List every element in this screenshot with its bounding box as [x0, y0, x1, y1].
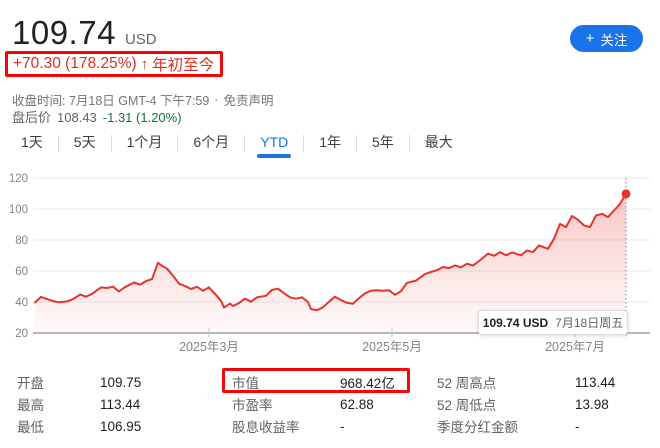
stat-value: 13.98 — [575, 396, 609, 412]
plus-icon: + — [585, 30, 595, 47]
tab-最大[interactable]: 最大 — [424, 133, 453, 150]
stat-label: 季度分红金额 — [437, 420, 518, 435]
y-tick-label: 20 — [15, 328, 28, 340]
chart-price-line — [34, 192, 627, 312]
period-tabs: 1天 5天 1个月 6个月 YTD 1年 5年 最大 — [6, 130, 468, 158]
stats-column-price: 开盘 109.75 最高 113.44 最低 106.95 — [17, 371, 141, 437]
tab-1天[interactable]: 1天 — [21, 133, 43, 150]
after-hours-price: 108.43 — [57, 110, 97, 125]
stat-value: 113.44 — [100, 396, 141, 412]
stats-column-52week: 52 周高点 113.44 52 周低点 13.98 季度分红金额 - — [437, 371, 615, 437]
chart-area-fill — [35, 193, 626, 333]
dot-separator: · — [214, 92, 219, 107]
market-cap-annotation-box — [222, 368, 410, 393]
stat-value: 968.42亿 — [340, 376, 395, 391]
y-tick-label: 100 — [9, 204, 28, 216]
stats-column-valuation: 市值 968.42亿市盈率 62.88 股息收益率 - — [232, 371, 395, 437]
stat-value: 113.44 — [575, 374, 616, 390]
last-price-dot — [621, 189, 631, 199]
stat-row: 开盘 109.75 — [17, 371, 141, 393]
y-tick-label: 120 — [9, 173, 28, 185]
stat-value: 106.95 — [100, 418, 142, 434]
close-time-line: 收盘时间: 7月18日 GMT-4 下午7:59 · 免责声明 — [12, 90, 273, 109]
currency-label: USD — [124, 31, 157, 48]
tab-separator — [110, 134, 112, 152]
y-tick-label: 80 — [15, 235, 28, 247]
follow-button[interactable]: + 关注 — [570, 25, 643, 52]
y-tick-label: 60 — [15, 266, 28, 278]
stat-value: - — [575, 418, 580, 434]
x-tick-label: 2025年7月 — [545, 340, 605, 354]
tooltip-price: 109.74 USD — [482, 315, 549, 330]
tab-separator — [57, 134, 59, 152]
tab-6个月[interactable]: 6个月 — [193, 133, 230, 150]
tab-5年[interactable]: 5年 — [371, 133, 394, 150]
stat-label: 股息收益率 — [232, 420, 300, 435]
stat-row: 季度分红金额 - — [437, 415, 615, 437]
stat-row: 最低 106.95 — [17, 415, 141, 437]
ytd-change-annotation-box: +70.30 (178.25%) ↑ 年初至今 — [5, 51, 224, 77]
current-price-row: 109.74 USD — [12, 14, 157, 52]
after-hours-line: 盘后价 108.43 -1.31 (1.20%) — [12, 107, 182, 126]
chart-svg[interactable]: 20 40 60 80 100 120 2025年3月 2025年5月 2025年7月 — [0, 165, 660, 360]
stat-value: 62.88 — [340, 396, 374, 412]
tab-YTD[interactable]: YTD — [245, 131, 303, 158]
stat-label: 开盘 — [17, 376, 44, 391]
current-price: 109.74 — [12, 14, 116, 51]
after-hours-change: -1.31 (1.20%) — [102, 110, 182, 125]
stat-row: 市值 968.42亿 — [232, 371, 395, 393]
stat-row: 52 周低点 13.98 — [437, 393, 615, 415]
tooltip-date: 7月18日周五 — [555, 316, 624, 330]
up-arrow-icon: ↑ — [140, 55, 149, 73]
follow-button-label: 关注 — [600, 32, 628, 48]
price-chart[interactable]: 20 40 60 80 100 120 2025年3月 2025年5月 2025年7月 — [0, 165, 660, 360]
stat-label: 最高 — [17, 398, 44, 413]
tab-1个月[interactable]: 1个月 — [126, 133, 163, 150]
stat-value: 109.75 — [100, 374, 142, 390]
stat-label: 市值 — [232, 376, 259, 391]
x-tick-label: 2025年3月 — [179, 340, 239, 354]
tab-separator — [408, 134, 410, 152]
tab-5天[interactable]: 5天 — [73, 133, 96, 150]
y-tick-label: 40 — [15, 297, 28, 309]
change-period-label: 年初至今 — [152, 57, 215, 74]
price-change-value: +70.30 (178.25%) — [13, 55, 137, 72]
tab-separator — [244, 134, 246, 152]
close-time-text: 收盘时间: 7月18日 GMT-4 下午7:59 — [12, 94, 210, 108]
stat-label: 52 周高点 — [437, 376, 497, 391]
tab-1年[interactable]: 1年 — [319, 133, 341, 150]
tab-separator — [303, 134, 305, 152]
stat-row: 股息收益率 - — [232, 415, 395, 437]
stat-label: 最低 — [17, 420, 44, 435]
disclaimer-link[interactable]: 免责声明 — [223, 94, 274, 108]
stat-row: 市盈率 62.88 — [232, 393, 395, 415]
stat-value: - — [340, 418, 345, 434]
chart-tooltip: 109.74 USD 7月18日周五 — [478, 310, 628, 335]
tab-separator — [355, 134, 357, 152]
stat-row: 52 周高点 113.44 — [437, 371, 615, 393]
stat-row: 最高 113.44 — [17, 393, 141, 415]
x-tick-label: 2025年5月 — [362, 340, 422, 354]
tab-separator — [177, 134, 179, 152]
stat-label: 市盈率 — [232, 398, 273, 413]
after-hours-label: 盘后价 — [12, 110, 52, 125]
stat-label: 52 周低点 — [437, 398, 497, 413]
